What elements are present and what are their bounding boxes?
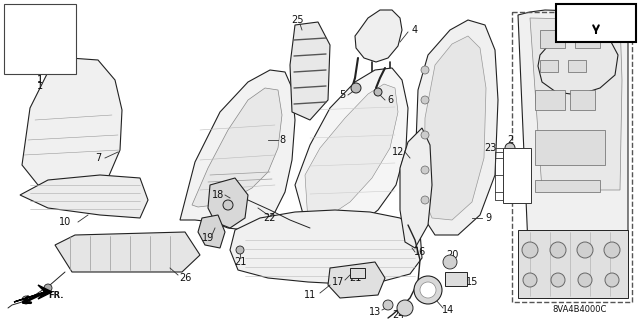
Bar xyxy=(556,4,636,42)
Polygon shape xyxy=(230,210,422,284)
Text: 25: 25 xyxy=(292,15,304,25)
Bar xyxy=(4,4,76,74)
Circle shape xyxy=(421,66,429,74)
Polygon shape xyxy=(328,262,385,298)
Text: 2: 2 xyxy=(507,135,513,145)
Circle shape xyxy=(443,255,457,269)
Polygon shape xyxy=(22,58,122,195)
Bar xyxy=(568,60,586,72)
Text: 2: 2 xyxy=(514,153,520,163)
Text: 13: 13 xyxy=(369,307,381,317)
Polygon shape xyxy=(538,28,618,95)
Polygon shape xyxy=(518,230,628,298)
Bar xyxy=(350,268,365,278)
Circle shape xyxy=(223,200,233,210)
Text: FR.: FR. xyxy=(48,292,64,300)
Circle shape xyxy=(44,284,52,292)
Polygon shape xyxy=(20,175,148,218)
Bar xyxy=(535,180,600,192)
Circle shape xyxy=(523,273,537,287)
Text: B-40-10: B-40-10 xyxy=(568,13,623,26)
Polygon shape xyxy=(355,10,402,62)
Text: 16: 16 xyxy=(414,247,426,257)
Circle shape xyxy=(421,96,429,104)
Text: 5: 5 xyxy=(339,90,345,100)
Bar xyxy=(503,148,531,203)
Circle shape xyxy=(605,273,619,287)
Text: 21: 21 xyxy=(349,273,361,283)
Text: 10: 10 xyxy=(59,217,71,227)
Text: 1: 1 xyxy=(37,75,43,85)
Text: 8: 8 xyxy=(279,135,285,145)
Text: 23: 23 xyxy=(484,143,496,153)
Text: 19: 19 xyxy=(202,233,214,243)
Text: 7: 7 xyxy=(95,153,101,163)
Circle shape xyxy=(414,276,442,304)
Polygon shape xyxy=(14,285,52,302)
Text: 22: 22 xyxy=(264,213,276,223)
Text: 14: 14 xyxy=(442,305,454,315)
Circle shape xyxy=(604,242,620,258)
Text: 15: 15 xyxy=(466,277,478,287)
Bar xyxy=(570,90,595,110)
Polygon shape xyxy=(530,18,622,190)
Circle shape xyxy=(578,273,592,287)
Bar xyxy=(540,30,565,48)
Polygon shape xyxy=(290,22,330,120)
Circle shape xyxy=(397,300,413,316)
Circle shape xyxy=(420,282,436,298)
Circle shape xyxy=(22,296,30,304)
Text: 1: 1 xyxy=(37,81,43,91)
Circle shape xyxy=(522,242,538,258)
Circle shape xyxy=(551,273,565,287)
Polygon shape xyxy=(198,215,225,248)
Bar xyxy=(540,60,558,72)
Bar xyxy=(445,272,467,286)
Text: 12: 12 xyxy=(392,147,404,157)
Polygon shape xyxy=(55,232,200,272)
Circle shape xyxy=(577,242,593,258)
Text: 20: 20 xyxy=(446,250,458,260)
Text: 18: 18 xyxy=(212,190,224,200)
Bar xyxy=(535,90,565,110)
Text: 3: 3 xyxy=(514,187,520,197)
Text: 8VA4B4000C: 8VA4B4000C xyxy=(553,306,607,315)
Polygon shape xyxy=(305,84,398,222)
Polygon shape xyxy=(180,70,295,230)
Circle shape xyxy=(351,83,361,93)
Text: 9: 9 xyxy=(485,213,491,223)
Circle shape xyxy=(421,196,429,204)
Circle shape xyxy=(383,300,393,310)
Circle shape xyxy=(550,242,566,258)
Circle shape xyxy=(505,143,515,153)
Polygon shape xyxy=(400,128,432,248)
Polygon shape xyxy=(415,20,498,235)
Text: 21: 21 xyxy=(234,257,246,267)
Text: 17: 17 xyxy=(332,277,344,287)
Text: 4: 4 xyxy=(412,25,418,35)
Polygon shape xyxy=(518,10,628,298)
Circle shape xyxy=(374,88,382,96)
Polygon shape xyxy=(424,36,486,220)
Text: 6: 6 xyxy=(387,95,393,105)
Circle shape xyxy=(236,246,244,254)
Polygon shape xyxy=(192,88,282,207)
Text: 24: 24 xyxy=(392,310,404,319)
Text: 26: 26 xyxy=(179,273,191,283)
Text: 11: 11 xyxy=(304,290,316,300)
Circle shape xyxy=(421,131,429,139)
Bar xyxy=(535,130,605,165)
Text: 3: 3 xyxy=(514,170,520,180)
Polygon shape xyxy=(208,178,248,228)
Circle shape xyxy=(421,166,429,174)
Bar xyxy=(512,12,632,302)
Polygon shape xyxy=(295,68,408,235)
Bar xyxy=(575,30,600,48)
